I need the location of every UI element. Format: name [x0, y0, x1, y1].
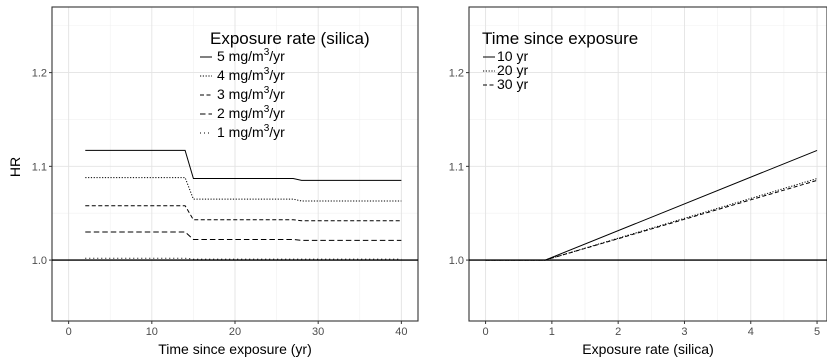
- series-line-2: [85, 177, 402, 202]
- legend-label: 2 mg/m3/yr: [217, 104, 285, 121]
- x-tick-label: 2: [615, 326, 621, 338]
- legend: Exposure rate (silica)5 mg/m3/yr 4 mg/m3/…: [200, 29, 370, 140]
- x-tick-label: 5: [814, 326, 820, 338]
- x-tick-label: 3: [681, 326, 687, 338]
- series-line-3: [85, 205, 402, 222]
- legend-title: Exposure rate (silica): [210, 29, 370, 48]
- legend-label: 4 mg/m3/yr: [217, 66, 285, 83]
- x-tick-label: 0: [483, 326, 489, 338]
- x-tick-label: 10: [146, 326, 158, 338]
- x-tick-label: 40: [395, 326, 407, 338]
- legend-label: 30 yr: [497, 76, 528, 92]
- y-tick-label: 1.2: [449, 68, 464, 80]
- x-tick-label: 4: [748, 326, 754, 338]
- y-tick-label: 1.0: [32, 255, 47, 267]
- series-line-4: [85, 231, 402, 241]
- panel-2: 0 1 2 3 4 5 1.0 1.1 1.2 Exposure rate (silica) Tim…: [449, 6, 827, 357]
- y-axis-title: HR: [7, 157, 23, 177]
- series-line-1: [85, 149, 402, 181]
- x-axis-title: Time since exposure (yr): [158, 341, 312, 357]
- panel-1: 0 10 20 30 40 1.0 1.1 1.2 Time since exposure (y…: [7, 6, 419, 357]
- x-tick-label: 30: [312, 326, 324, 338]
- x-tick-label: 20: [229, 326, 241, 338]
- y-tick-label: 1.0: [449, 255, 464, 267]
- legend-label: 3 mg/m3/yr: [217, 85, 285, 102]
- y-tick-label: 1.1: [32, 161, 47, 173]
- panel-border: [468, 6, 827, 322]
- y-tick-label: 1.2: [32, 68, 47, 80]
- y-tick-label: 1.1: [449, 161, 464, 173]
- series-line-5: [85, 257, 402, 260]
- legend-label: 5 mg/m3/yr: [217, 47, 285, 64]
- legend-title: Time since exposure: [482, 29, 638, 48]
- legend-label: 1 mg/m3/yr: [217, 123, 285, 140]
- x-axis-title: Exposure rate (silica): [582, 341, 714, 357]
- x-tick-label: 1: [549, 326, 555, 338]
- legend-label: 20 yr: [497, 62, 528, 78]
- x-tick-label: 0: [66, 326, 72, 338]
- legend-label: 10 yr: [497, 48, 528, 64]
